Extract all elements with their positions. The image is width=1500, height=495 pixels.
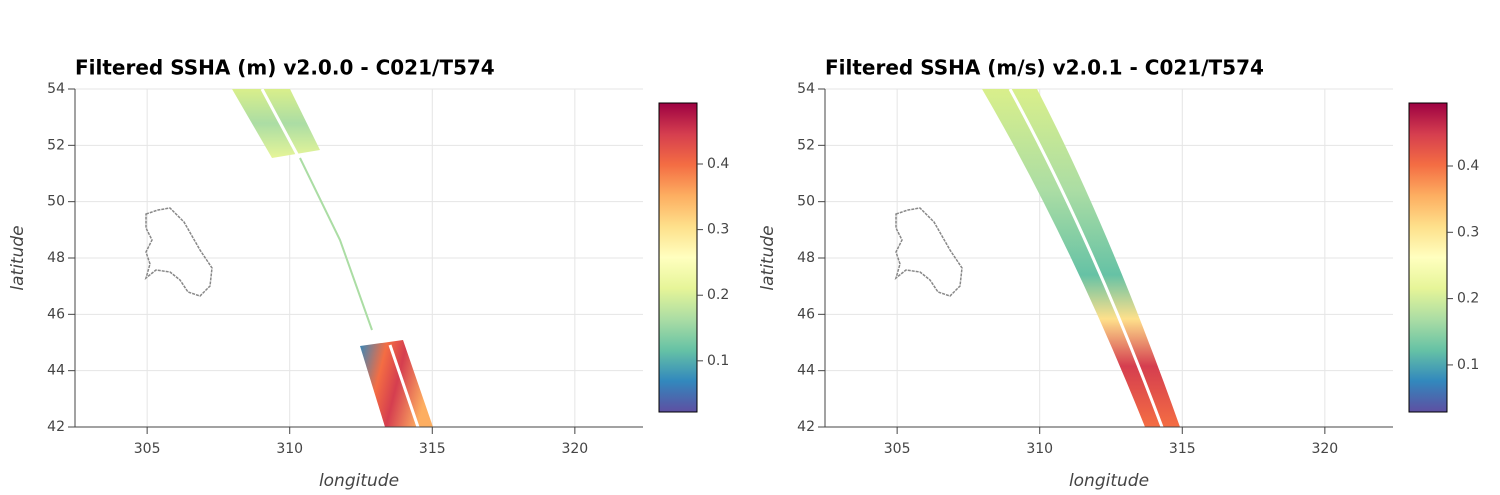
x-tick-label: 315 <box>1169 441 1196 457</box>
colorbar-tick-label: 0.4 <box>1457 158 1479 174</box>
y-tick-label: 46 <box>797 306 815 322</box>
swath-gap <box>388 344 420 427</box>
colorbar-tick-label: 0.3 <box>1457 224 1479 240</box>
y-tick-label: 42 <box>797 419 815 435</box>
y-tick-label: 44 <box>797 363 815 379</box>
y-tick-label: 46 <box>47 306 65 322</box>
colorbar-tick-label: 0.1 <box>707 353 729 369</box>
y-tick-label: 50 <box>797 194 815 210</box>
x-tick-label: 320 <box>561 441 588 457</box>
y-axis-label: latitude <box>8 225 28 290</box>
colorbar-tick-label: 0.2 <box>707 287 729 303</box>
x-tick-label: 310 <box>1026 441 1053 457</box>
colorbar <box>1408 102 1448 413</box>
y-tick-label: 54 <box>47 81 65 97</box>
x-tick-label: 310 <box>276 441 303 457</box>
swath-image <box>894 89 1180 427</box>
x-tick-label: 315 <box>419 441 446 457</box>
colorbar-tick-label: 0.4 <box>707 156 729 172</box>
y-tick-label: 50 <box>47 194 65 210</box>
swath-image <box>144 89 433 427</box>
coastline <box>144 207 213 297</box>
colorbar <box>658 102 698 413</box>
colorbar-tick-label: 0.3 <box>707 222 729 238</box>
grid <box>75 88 643 428</box>
colorbar-tick-label: 0.1 <box>1457 357 1479 373</box>
y-tick-label: 42 <box>47 419 65 435</box>
coastline <box>894 207 963 297</box>
x-tick-label: 305 <box>884 441 911 457</box>
colorbar-tick-label: 0.2 <box>1457 291 1479 307</box>
y-axis-label: latitude <box>758 225 778 290</box>
y-tick-label: 48 <box>47 250 65 266</box>
nadir-track <box>299 157 373 331</box>
x-tick-label: 305 <box>134 441 161 457</box>
swath-gap <box>260 89 300 157</box>
y-tick-label: 52 <box>47 137 65 153</box>
x-axis-label: longitude <box>319 471 399 491</box>
chart-title: Filtered SSHA (m) v2.0.0 - C021/T574 <box>75 56 495 80</box>
y-tick-label: 48 <box>797 250 815 266</box>
x-axis-label: longitude <box>1069 471 1149 491</box>
swath <box>360 340 433 427</box>
swath-gap <box>1008 89 1164 427</box>
x-tick-label: 320 <box>1311 441 1338 457</box>
y-tick-label: 54 <box>797 81 815 97</box>
chart-title: Filtered SSHA (m/s) v2.0.1 - C021/T574 <box>825 56 1264 80</box>
y-tick-label: 44 <box>47 363 65 379</box>
y-tick-label: 52 <box>797 137 815 153</box>
swath <box>232 89 320 158</box>
